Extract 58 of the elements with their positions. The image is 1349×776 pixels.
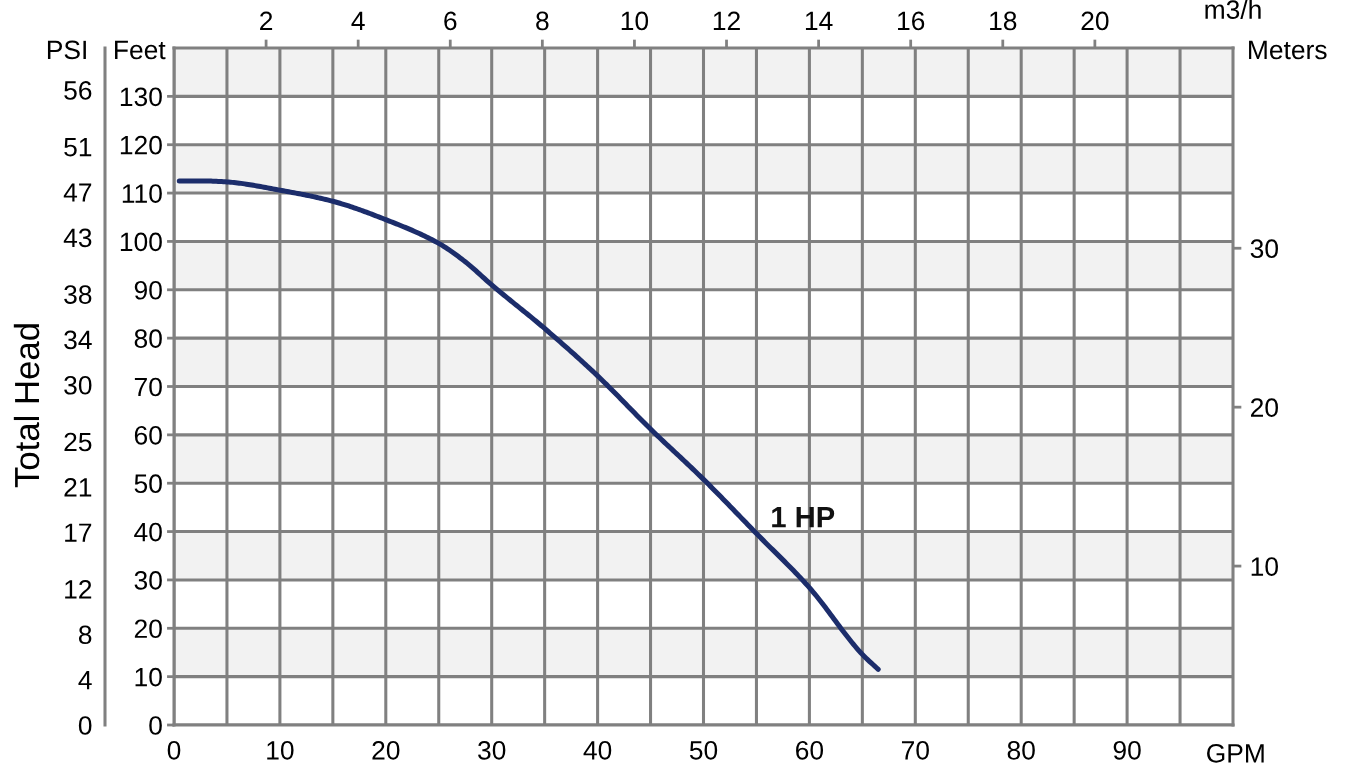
y-tick-label: 80 — [134, 329, 162, 348]
y3-tick-label: 34 — [64, 330, 92, 350]
y-tick-label: 20 — [134, 619, 162, 639]
y3-tick-label: 4 — [78, 671, 92, 690]
x2-tick-label: 10 — [621, 11, 649, 31]
y3-tick-label: 12 — [65, 580, 92, 599]
x2-tick-label: 14 — [805, 11, 833, 31]
x2-tick-label: 4 — [351, 11, 365, 31]
x-axis-title: GPM — [1207, 743, 1264, 763]
y2-axis-title: Meters — [1249, 40, 1327, 60]
x-tick-label: 40 — [583, 740, 612, 760]
y3-tick-label: 0 — [78, 716, 92, 735]
x2-tick-label: 20 — [1081, 11, 1109, 31]
y-tick-label: 10 — [135, 667, 162, 687]
x-tick-label: 30 — [478, 740, 506, 760]
y2-tick-label: 20 — [1250, 398, 1278, 417]
y-tick-label: 50 — [134, 474, 162, 494]
y3-tick-label: 30 — [64, 375, 92, 395]
y-tick-label: 100 — [120, 232, 162, 252]
x2-tick-label: 16 — [898, 11, 925, 31]
y3-tick-label: 47 — [63, 183, 92, 202]
y-axis-title: Feet — [115, 40, 166, 60]
y2-tick-label: 30 — [1250, 239, 1278, 259]
y3-tick-label: 51 — [64, 138, 92, 157]
y-tick-label: 40 — [134, 522, 162, 542]
y-tick-label: 120 — [120, 135, 162, 155]
x-tick-label: 80 — [1007, 740, 1035, 760]
y3-tick-label: 43 — [63, 228, 92, 248]
x2-axis-title: m3/h — [1205, 0, 1261, 19]
x2-tick-label: 8 — [536, 11, 549, 31]
x-tick-label: 50 — [689, 740, 718, 760]
y-tick-label: 90 — [134, 280, 162, 300]
y-tick-label: 70 — [134, 377, 162, 397]
y2-tick-label: 10 — [1251, 557, 1278, 576]
y-tick-label: 0 — [149, 716, 162, 735]
y-tick-label: 110 — [122, 184, 162, 203]
y-tick-label: 130 — [120, 87, 162, 107]
text: Total Head — [13, 324, 40, 488]
y3-tick-label: 8 — [78, 625, 92, 645]
y3-tick-label: 21 — [64, 477, 92, 497]
x-tick-label: 20 — [372, 740, 400, 760]
y-tick-label: 60 — [134, 425, 162, 445]
y3-tick-label: 25 — [64, 432, 92, 452]
x-tick-label: 10 — [267, 740, 294, 760]
x2-tick-label: 12 — [713, 11, 740, 31]
y3-axis-title: PSI — [47, 40, 86, 60]
y-tick-label: 30 — [134, 571, 162, 590]
x-tick-label: 0 — [167, 740, 181, 760]
y3-tick-label: 56 — [64, 81, 92, 100]
y3-tick-label: 38 — [64, 285, 92, 304]
x2-tick-label: 18 — [990, 11, 1017, 31]
x-tick-label: 90 — [1113, 740, 1141, 760]
y3-tick-label: 17 — [65, 523, 92, 542]
x2-tick-label: 6 — [444, 11, 457, 31]
x-tick-label: 60 — [796, 740, 824, 760]
x2-tick-label: 2 — [260, 11, 273, 31]
series-label: 1 HP — [772, 507, 835, 528]
x-tick-label: 70 — [901, 740, 929, 760]
